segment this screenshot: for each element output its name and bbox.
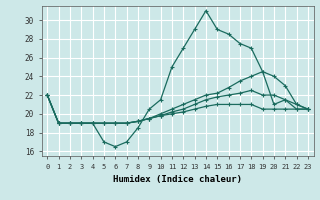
X-axis label: Humidex (Indice chaleur): Humidex (Indice chaleur) bbox=[113, 175, 242, 184]
